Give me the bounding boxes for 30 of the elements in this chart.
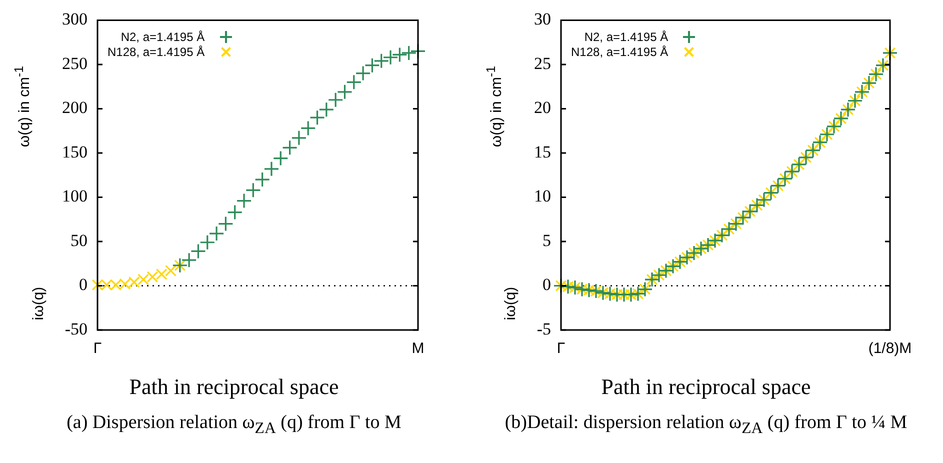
- x-axis-title: Path in reciprocal space: [600, 374, 812, 400]
- y-tick-label: 250: [62, 54, 88, 73]
- legend-label: N2, a=1.4195 Å: [584, 30, 668, 46]
- y-tick-label: 20: [534, 98, 551, 118]
- y-tick-label: 15: [534, 142, 551, 162]
- y-tick-label: 300: [62, 10, 88, 29]
- y-tick-label: 25: [534, 54, 551, 73]
- y-tick-label: 0: [542, 275, 551, 294]
- y-tick-label: -50: [64, 319, 88, 338]
- text: (b)Detail: dispersion relation ω$_{ZA}$ (q) from Γ to ¼ M: [504, 412, 908, 438]
- x-tick-label: (1/8)M: [868, 340, 912, 358]
- y-tick-label: 30: [534, 10, 551, 29]
- y-tick-label: -5: [536, 319, 551, 338]
- x-axis-title: Path in reciprocal space: [128, 374, 340, 400]
- text: (a) Dispersion relation ω$_{ZA}$ (q) from Γ to M: [66, 412, 402, 438]
- legend-label: N2, a=1.4195 Å: [120, 30, 205, 46]
- y-tick-label: 5: [542, 230, 551, 250]
- y-tick-label: 200: [62, 98, 88, 118]
- legend-label: N128, a=1.4195 Å: [108, 45, 205, 60]
- legend-label: N128, a=1.4195 Å: [571, 45, 668, 60]
- x-tick-label: Γ: [556, 340, 566, 358]
- y-tick-label: 100: [62, 186, 88, 206]
- y-tick-label: 50: [70, 230, 88, 250]
- text: iω(q): [502, 286, 520, 320]
- x-tick-label: Γ: [93, 340, 102, 358]
- y-tick-label: 10: [534, 186, 551, 206]
- text: iω(q): [30, 286, 48, 320]
- y-tick-label: 0: [79, 275, 88, 294]
- x-tick-label: M: [412, 340, 424, 358]
- y-tick-label: 150: [62, 142, 88, 162]
